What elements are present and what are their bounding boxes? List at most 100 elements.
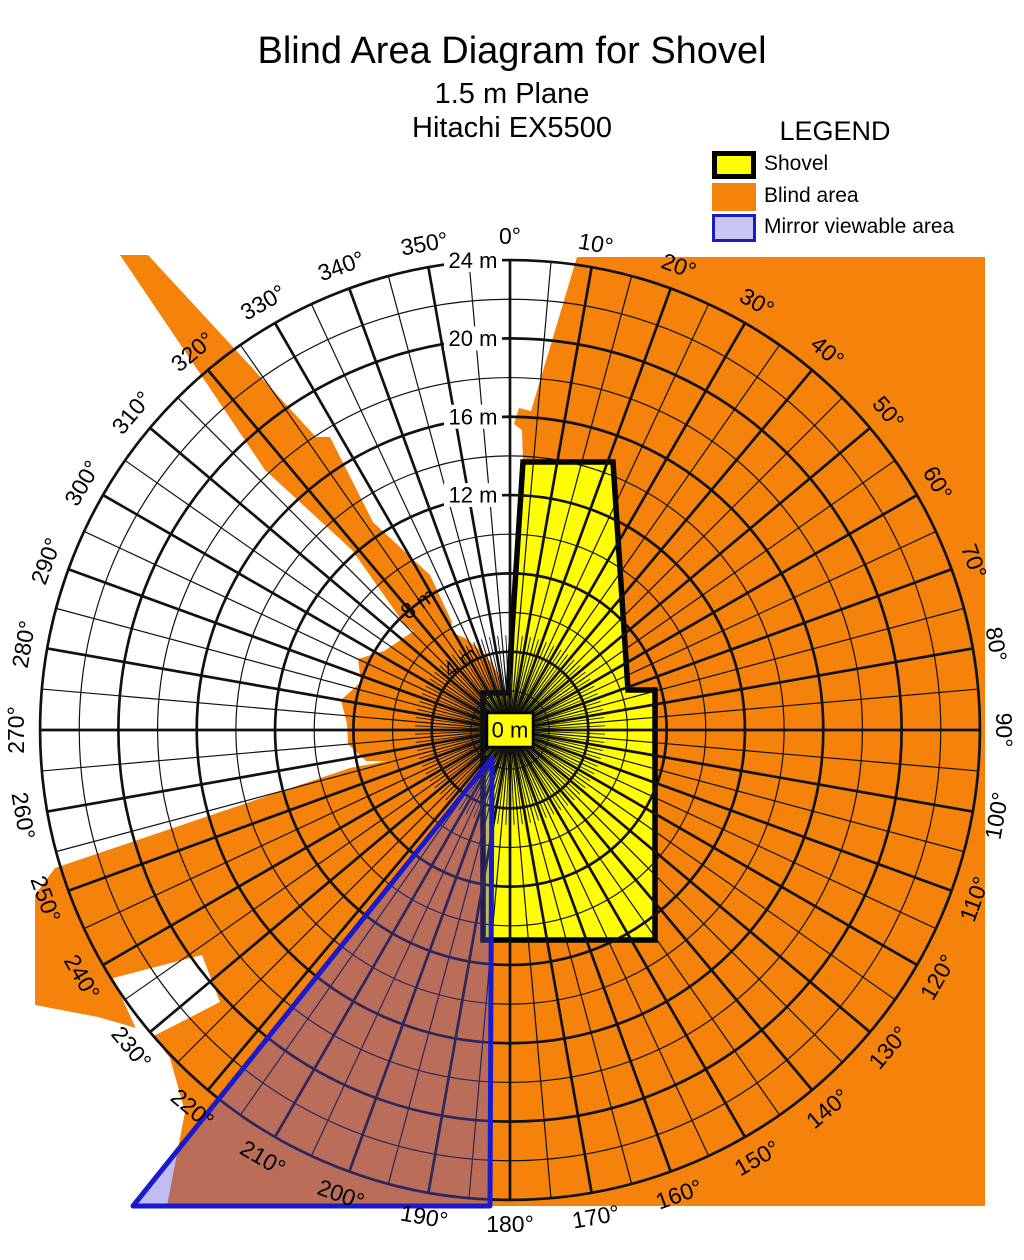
grid-spoke <box>516 738 814 1091</box>
ring-label-0m: 0 m <box>492 718 529 743</box>
grid-spoke <box>520 568 953 728</box>
angle-label-280: 280° <box>7 619 41 670</box>
ring-label-bg <box>444 404 502 429</box>
blind-area-region <box>35 742 490 1206</box>
legend-heading: LEGEND <box>779 116 891 146</box>
grid-spoke <box>451 654 504 721</box>
grid-spoke <box>41 688 499 730</box>
grid-spoke <box>149 736 502 1034</box>
grid-spoke <box>67 732 500 892</box>
angle-label-0: 0° <box>499 223 521 249</box>
grid-spoke <box>510 635 515 719</box>
grid-spoke <box>273 322 506 721</box>
grid-spoke <box>512 287 672 720</box>
grid-spoke <box>481 639 507 719</box>
grid-spoke <box>518 397 843 722</box>
legend-item-label: Blind area <box>764 184 859 207</box>
grid-spoke <box>83 530 500 726</box>
grid-spoke <box>387 741 508 1185</box>
grid-spoke <box>511 741 523 825</box>
ring-label-bg <box>444 248 502 273</box>
grid-spoke <box>514 642 547 720</box>
grid-spoke <box>415 725 499 730</box>
grid-spoke <box>46 647 499 730</box>
ring-label-12m: 12 m <box>449 483 498 508</box>
grid-spoke <box>149 426 502 724</box>
angle-label-270: 270° <box>3 706 29 754</box>
grid-spoke <box>516 649 562 721</box>
grid-spoke <box>348 287 508 720</box>
grid-spoke <box>177 397 502 722</box>
grid-spoke <box>520 732 953 892</box>
grid-spoke <box>102 734 501 967</box>
grid-spoke <box>510 741 552 1199</box>
grid-spoke <box>512 275 633 719</box>
grid-spoke <box>515 740 555 815</box>
grid-spoke <box>348 740 508 1173</box>
grid-spoke <box>521 688 979 730</box>
grid-spoke <box>55 607 499 728</box>
grid-spoke <box>465 645 505 720</box>
grid-spoke <box>427 741 510 1194</box>
blind-area-region <box>341 628 506 762</box>
grid-spoke <box>521 730 979 772</box>
grid-spoke <box>520 530 937 726</box>
angle-label-350: 350° <box>399 227 450 261</box>
grid-spoke <box>510 741 593 1194</box>
grid-spoke <box>102 493 501 726</box>
angle-label-90: 90° <box>991 713 1017 748</box>
grid-spoke <box>310 740 506 1157</box>
grid-spoke <box>516 369 814 722</box>
ring-label-bg <box>444 483 502 508</box>
blind-area-swatch-icon <box>712 183 756 211</box>
grid-spoke <box>521 732 603 752</box>
grid-spoke <box>516 739 569 806</box>
grid-spoke <box>521 730 605 735</box>
grid-spoke <box>519 459 896 724</box>
grid-spoke <box>273 739 506 1138</box>
grid-spoke <box>46 730 499 813</box>
center-label-box <box>485 711 535 749</box>
grid-spoke <box>206 369 504 722</box>
grid-spoke <box>521 717 605 729</box>
machine-subtitle: Hitachi EX5500 <box>412 112 612 144</box>
grid-spoke <box>41 730 499 772</box>
blind-area-region <box>120 255 452 655</box>
grid-spoke <box>514 740 710 1157</box>
grid-spoke <box>521 607 965 728</box>
grid-spoke <box>419 733 499 759</box>
angle-label-180: 180° <box>486 1211 534 1237</box>
ring-label-16m: 16 m <box>449 404 498 429</box>
grid-spoke <box>518 426 871 724</box>
grid-spoke <box>67 568 500 728</box>
legend-item-label: Mirror viewable area <box>764 215 955 238</box>
grid-spoke <box>521 730 974 813</box>
grid-spoke <box>518 738 843 1063</box>
grid-spoke <box>124 459 501 724</box>
grid-spoke <box>518 736 871 1034</box>
grid-spoke <box>514 739 747 1138</box>
grid-spoke <box>514 303 710 720</box>
angle-label-310: 310° <box>106 386 156 439</box>
angle-label-80: 80° <box>981 625 1013 664</box>
grid-spoke <box>510 266 593 719</box>
shovel-swatch-icon <box>712 151 756 179</box>
grid-spoke <box>519 736 896 1001</box>
grid-spoke <box>520 734 937 930</box>
grid-spoke <box>445 738 503 801</box>
grid-spoke <box>497 635 509 719</box>
grid-spoke <box>177 738 502 1063</box>
grid-spoke <box>510 261 552 719</box>
grid-spoke <box>512 740 672 1173</box>
grid-spoke <box>415 731 499 743</box>
plane-subtitle: 1.5 m Plane <box>434 78 590 110</box>
mirror-viewable-area <box>130 755 495 1209</box>
grid-spoke <box>239 344 504 721</box>
grid-spoke <box>514 322 747 721</box>
angle-label-10: 10° <box>576 228 615 260</box>
grid-spoke <box>521 647 974 730</box>
grid-spoke <box>310 303 506 720</box>
page-title: Blind Area Diagram for Shovel <box>257 30 767 72</box>
grid-spoke <box>417 708 499 728</box>
